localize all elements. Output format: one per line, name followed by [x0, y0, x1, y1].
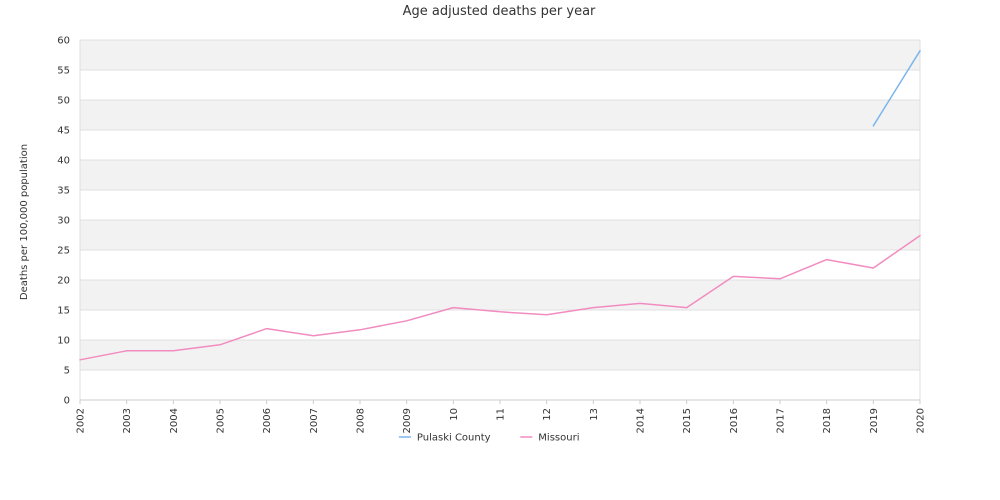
x-axis-ticks: 2002 2003 2004 2005 2006 2007 2008 2009 10 11 12 13…: [76, 400, 927, 433]
y-axis-ticks: 0 5 10 15 20 25 30 35 40 45 50 55 60: [57, 36, 70, 407]
series-lines: [79, 50, 921, 361]
legend-label: Missouri: [538, 433, 579, 444]
grid-band: [80, 100, 920, 130]
y-tick-label: 55: [57, 66, 70, 77]
y-tick-label: 10: [57, 336, 70, 347]
x-tick-label: 2016: [729, 408, 740, 433]
x-tick-label: 2006: [262, 408, 273, 433]
y-tick-label: 25: [57, 246, 70, 257]
y-tick-label: 15: [57, 306, 70, 317]
y-tick-label: 0: [64, 396, 70, 407]
legend: Pulaski County Missouri: [398, 433, 579, 444]
legend-item-pulaski-county[interactable]: Pulaski County: [398, 433, 491, 444]
series-line-missouri: [79, 234, 921, 361]
y-tick-label: 40: [57, 156, 70, 167]
y-tick-label: 50: [57, 96, 70, 107]
x-tick-label: 13: [589, 408, 600, 421]
y-tick-label: 35: [57, 186, 70, 197]
x-tick-label: 2009: [402, 408, 413, 433]
grid-lines: [79, 39, 921, 401]
series-line-pulaski-county: [872, 50, 921, 127]
grid-band: [80, 40, 920, 70]
x-tick-label: 2019: [869, 408, 880, 433]
y-tick-label: 60: [57, 36, 70, 47]
x-tick-label: 2007: [309, 408, 320, 433]
x-tick-label: 10: [449, 408, 460, 421]
x-tick-label: 2015: [682, 408, 693, 433]
legend-label: Pulaski County: [417, 433, 491, 444]
y-tick-label: 45: [57, 126, 70, 137]
grid-band: [80, 340, 920, 370]
x-tick-label: 2004: [169, 408, 180, 433]
x-tick-label: 2005: [216, 408, 227, 433]
x-tick-label: 2017: [776, 408, 787, 433]
grid-band: [80, 280, 920, 310]
chart-title: Age adjusted deaths per year: [403, 4, 596, 19]
y-axis-title: Deaths per 100,000 population: [19, 144, 30, 300]
x-tick-label: 2014: [636, 408, 647, 433]
legend-item-missouri[interactable]: Missouri: [520, 433, 579, 444]
x-tick-label: 2003: [122, 408, 133, 433]
x-tick-label: 2018: [822, 408, 833, 433]
y-tick-label: 30: [57, 216, 70, 227]
x-tick-label: 12: [542, 408, 553, 421]
x-tick-label: 2002: [76, 408, 87, 433]
x-tick-label: 11: [496, 408, 507, 421]
x-tick-label: 2008: [356, 408, 367, 433]
grid-band: [80, 220, 920, 250]
grid-bands: [80, 40, 920, 370]
y-tick-label: 20: [57, 276, 70, 287]
x-tick-label: 2020: [916, 408, 927, 433]
grid-band: [80, 160, 920, 190]
y-tick-label: 5: [64, 366, 70, 377]
